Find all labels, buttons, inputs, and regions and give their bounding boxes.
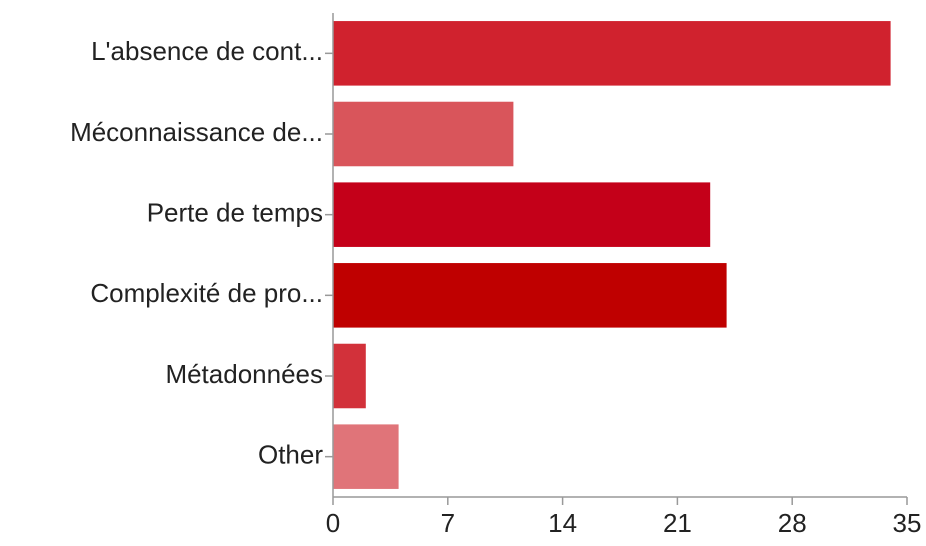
- x-tick-label: 7: [441, 508, 455, 538]
- y-tick-label: Méconnaissance de...: [70, 117, 323, 147]
- x-tick-label: 0: [326, 508, 340, 538]
- bar: [333, 182, 711, 247]
- bar: [333, 21, 891, 86]
- x-tick-label: 28: [778, 508, 807, 538]
- y-tick-label: Other: [258, 440, 323, 470]
- bar: [333, 101, 514, 167]
- y-tick-label: Complexité de pro...: [90, 278, 323, 308]
- bar: [333, 424, 399, 489]
- x-tick-label: 21: [663, 508, 692, 538]
- y-tick-label: Métadonnées: [165, 359, 323, 389]
- x-tick-label: 35: [893, 508, 922, 538]
- bar: [333, 343, 366, 409]
- bar: [333, 263, 727, 328]
- x-tick-label: 14: [548, 508, 577, 538]
- y-tick-label: L'absence de cont...: [91, 36, 323, 66]
- y-tick-label: Perte de temps: [147, 198, 323, 228]
